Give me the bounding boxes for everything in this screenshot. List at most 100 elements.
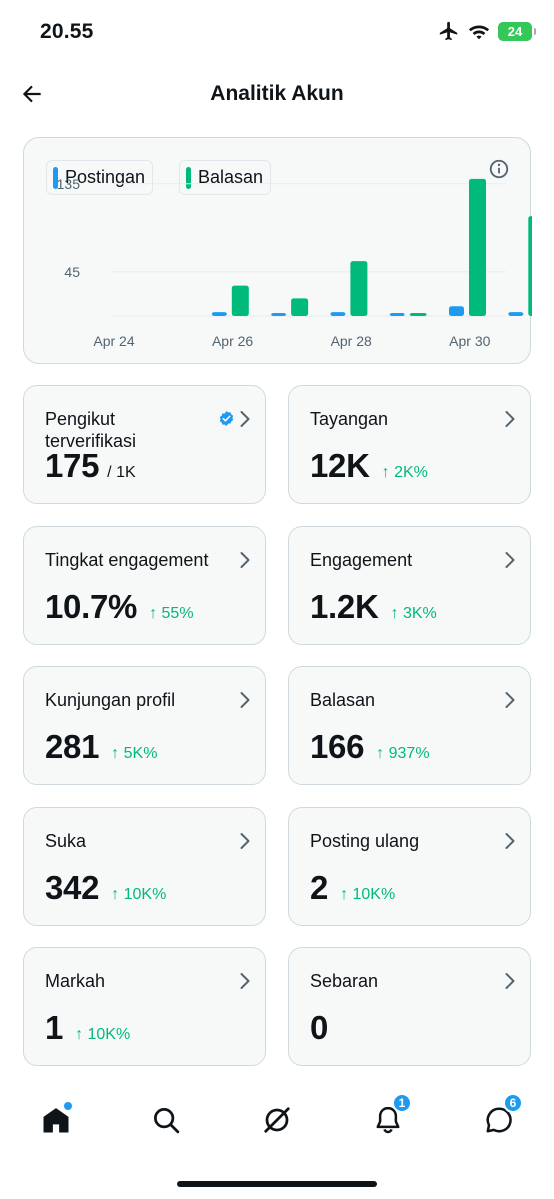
bar-postingan-apr-28 (389, 313, 405, 316)
bar-postingan-apr-26 (271, 313, 287, 316)
x-tick-label: Apr 30 (449, 333, 490, 349)
y-tick-label: 135 (57, 176, 81, 192)
stat-card-balasan[interactable]: Balasan 166 ↑ 937% (288, 666, 531, 785)
chevron-right-icon (505, 552, 515, 568)
stat-value-row: 342 ↑ 10K% (45, 869, 166, 907)
stat-value-row: 12K ↑ 2K% (310, 447, 428, 485)
airplane-icon (439, 21, 458, 41)
stat-label: Sebaran (310, 971, 379, 991)
stat-value-row: 10.7% ↑ 55% (45, 588, 194, 626)
stat-card-tingkat-engagement[interactable]: Tingkat engagement 10.7% ↑ 55% (23, 526, 266, 645)
stat-label: Tingkat engagement (45, 550, 209, 570)
stat-card-pengikut-terverifikasi[interactable]: Pengikut terverifikasi 175 / 1K (23, 385, 266, 504)
stat-value-row: 2 ↑ 10K% (310, 869, 395, 907)
stat-card-posting-ulang[interactable]: Posting ulang 2 ↑ 10K% (288, 807, 531, 926)
status-bar: 20.55 24 (0, 0, 554, 66)
stat-card-suka[interactable]: Suka 342 ↑ 10K% (23, 807, 266, 926)
home-unread-dot (64, 1102, 72, 1110)
chevron-right-icon (505, 692, 515, 708)
battery-level: 24 (507, 23, 523, 39)
stat-delta: ↑ 55% (149, 605, 194, 622)
bar-balasan-apr-26 (291, 298, 309, 316)
stat-card-sebaran[interactable]: Sebaran 0 (288, 947, 531, 1066)
x-tick-label: Apr 28 (331, 333, 372, 349)
nav-home[interactable] (38, 1102, 74, 1138)
bell-icon (376, 1106, 400, 1134)
stat-label: Markah (45, 971, 106, 991)
page-title: Analitik Akun (210, 82, 344, 105)
battery-indicator: 24 (498, 21, 536, 41)
stat-value: 0 (310, 1009, 329, 1046)
bar-balasan-apr-27 (350, 261, 368, 316)
chevron-right-icon (240, 692, 250, 708)
stat-value: 1 (45, 1009, 64, 1046)
stat-card-engagement[interactable]: Engagement 1.2K ↑ 3K% (288, 526, 531, 645)
notifications-badge: 1 (392, 1093, 412, 1113)
nav-search[interactable] (148, 1102, 184, 1138)
chat-bubble-icon (486, 1107, 512, 1133)
home-icon (43, 1108, 69, 1133)
bar-balasan-apr-29 (469, 178, 486, 316)
y-tick-label: 45 (64, 264, 80, 280)
stat-label: Posting ulang (310, 831, 420, 851)
search-icon (154, 1108, 180, 1134)
chevron-right-icon (240, 552, 250, 568)
back-button[interactable] (16, 78, 48, 110)
grok-icon (264, 1107, 290, 1133)
chevron-right-icon (240, 411, 250, 427)
bar-balasan-apr-25 (231, 285, 249, 316)
stat-value: 166 (310, 728, 365, 765)
bar-postingan-apr-27 (330, 312, 346, 316)
status-icons: 24 (438, 20, 536, 42)
stat-value: 10.7% (45, 588, 138, 625)
stat-card-tayangan[interactable]: Tayangan 12K ↑ 2K% (288, 385, 531, 504)
bar-postingan-apr-25 (211, 312, 227, 316)
legend-balasan[interactable]: Balasan (179, 160, 272, 195)
x-tick-label: Apr 24 (93, 333, 134, 349)
legend-label-postingan: Postingan (65, 167, 146, 187)
chevron-right-icon (240, 833, 250, 849)
stat-value: 175 (45, 447, 100, 484)
stat-delta: ↑ 10K% (340, 886, 396, 903)
bar-balasan-apr-28 (409, 313, 427, 316)
info-icon[interactable] (488, 158, 510, 180)
legend-swatch-balasan (186, 166, 191, 189)
nav-messages[interactable]: 6 (481, 1093, 523, 1138)
stat-card-markah[interactable]: Markah 1 ↑ 10K% (23, 947, 266, 1066)
stat-value-row: 281 ↑ 5K% (45, 728, 157, 766)
nav-notifications[interactable]: 1 (370, 1093, 412, 1138)
stat-value: 281 (45, 728, 100, 765)
bar-postingan-apr-29 (449, 306, 464, 316)
messages-badge: 6 (503, 1093, 523, 1113)
stat-value-row: 166 ↑ 937% (310, 728, 430, 766)
chevron-right-icon (505, 833, 515, 849)
stat-delta: ↑ 3K% (390, 605, 437, 622)
stat-delta: ↑ 937% (376, 745, 430, 762)
stat-label: Pengikut terverifikasi (45, 409, 137, 451)
nav-grok[interactable] (259, 1102, 295, 1138)
stat-label: Balasan (310, 690, 376, 710)
stat-suffix: / 1K (107, 464, 136, 481)
arrow-left-icon (22, 85, 41, 103)
legend-postingan[interactable]: Postingan (46, 160, 154, 195)
chevron-right-icon (505, 973, 515, 989)
bar-balasan-apr-30 (528, 216, 532, 316)
stat-label: Tayangan (310, 409, 389, 429)
stat-value-row: 175 / 1K (45, 447, 136, 485)
stat-delta: ↑ 5K% (111, 745, 158, 762)
chevron-right-icon (505, 411, 515, 427)
stat-delta: ↑ 10K% (75, 1026, 131, 1043)
legend-swatch-postingan (53, 166, 58, 189)
stat-value: 12K (310, 447, 370, 484)
bottom-nav: 1 6 (0, 1090, 554, 1154)
activity-chart-card[interactable]: Postingan Balasan 45 135 Apr 24 Apr 26 Apr 2… (23, 137, 532, 364)
stat-label: Kunjungan profil (45, 690, 176, 710)
stat-value: 1.2K (310, 588, 379, 625)
stat-value-row: 1 ↑ 10K% (45, 1009, 130, 1047)
stat-value-row: 0 (310, 1009, 328, 1047)
stat-value: 2 (310, 869, 329, 906)
stat-value-row: 1.2K ↑ 3K% (310, 588, 437, 626)
header: Analitik Akun (0, 66, 554, 122)
stat-value: 342 (45, 869, 100, 906)
stat-card-kunjungan-profil[interactable]: Kunjungan profil 281 ↑ 5K% (23, 666, 266, 785)
